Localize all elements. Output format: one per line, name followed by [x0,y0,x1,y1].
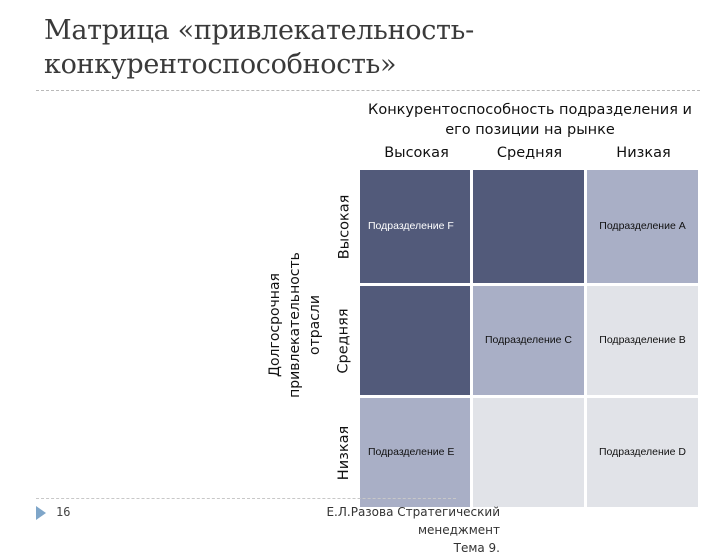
attractiveness-competitiveness-matrix: Подразделение F Подразделение A Подразде… [360,170,698,507]
row-header-low-wrap: Низкая [333,398,355,508]
cell-high-medium [473,170,584,283]
cell-medium-high [360,286,470,395]
cell-high-low: Подразделение A [587,170,698,283]
column-header-high: Высокая [384,145,449,161]
cell-low-low: Подразделение D [587,398,698,507]
row-axis-title: Долгосрочная привлекательность отрасли [267,252,323,398]
cell-low-medium [473,398,584,507]
row-header-medium-wrap: Средняя [333,286,355,396]
row-header-low: Низкая [336,425,352,481]
title-divider [36,90,700,91]
footer-topic: Тема 9. [453,541,500,555]
cell-medium-medium: Подразделение C [473,286,584,395]
cell-medium-low: Подразделение B [587,286,698,395]
column-header-low: Низкая [616,145,671,161]
cell-low-high: Подразделение E [360,398,470,507]
column-axis-title: Конкурентоспособность подразделения и ег… [368,102,692,138]
column-header-medium: Средняя [496,145,563,161]
cell-high-high: Подразделение F [360,170,470,283]
row-header-medium: Средняя [336,308,353,374]
footer-divider [36,498,456,499]
page-number: 16 [56,505,71,519]
row-header-high: Высокая [336,194,353,260]
footer-author: Е.Л.Разова Стратегический менеджмент [326,505,500,537]
row-axis-title-wrap: Долгосрочная привлекательность отрасли [267,175,323,475]
slide-title: Матрица «привлекательность-конкурентоспо… [44,15,474,80]
bullet-arrow-icon [36,506,46,520]
row-header-high-wrap: Высокая [333,172,355,282]
footer-text: Е.Л.Разова Стратегический менеджмент Тем… [250,503,500,557]
